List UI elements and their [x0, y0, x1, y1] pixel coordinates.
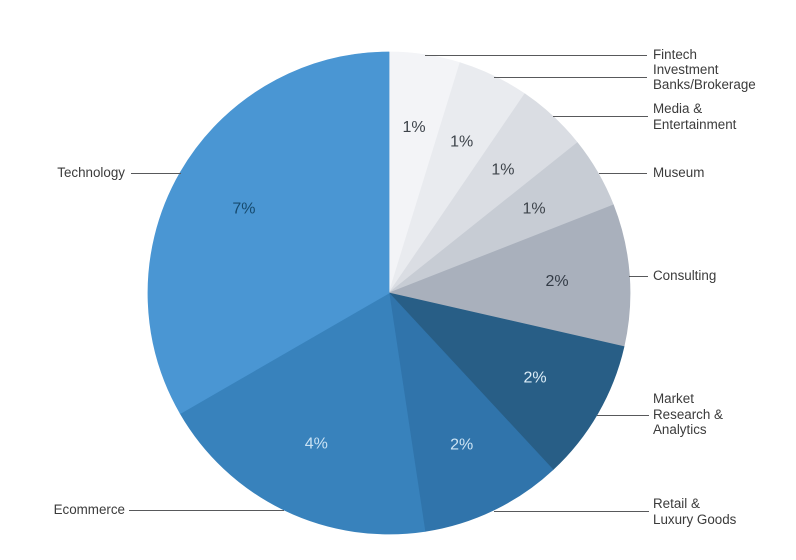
svg-text:1%: 1%: [402, 119, 425, 136]
svg-text:1%: 1%: [491, 162, 514, 179]
svg-text:2%: 2%: [545, 273, 568, 290]
svg-text:4%: 4%: [305, 435, 328, 452]
svg-text:7%: 7%: [232, 201, 255, 218]
svg-text:2%: 2%: [450, 437, 473, 454]
svg-text:2%: 2%: [523, 370, 546, 387]
svg-text:1%: 1%: [450, 134, 473, 151]
svg-text:1%: 1%: [523, 201, 546, 218]
